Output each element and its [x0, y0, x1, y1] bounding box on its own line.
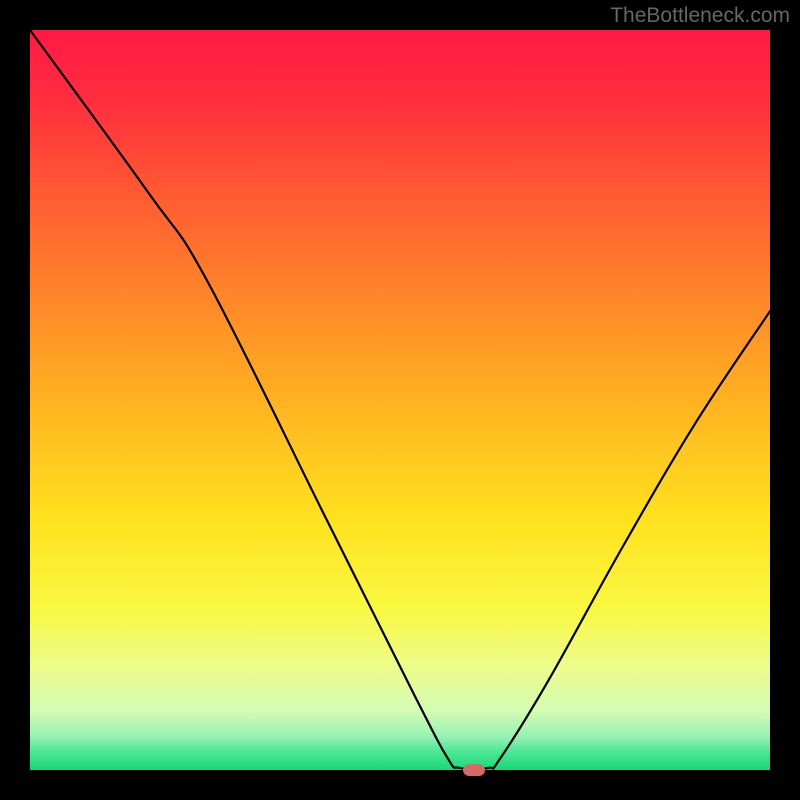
bottleneck-chart — [0, 0, 800, 800]
chart-container: TheBottleneck.com — [0, 0, 800, 800]
watermark-text: TheBottleneck.com — [610, 4, 790, 28]
plot-gradient-background — [30, 30, 770, 770]
optimal-point-marker — [463, 764, 485, 776]
